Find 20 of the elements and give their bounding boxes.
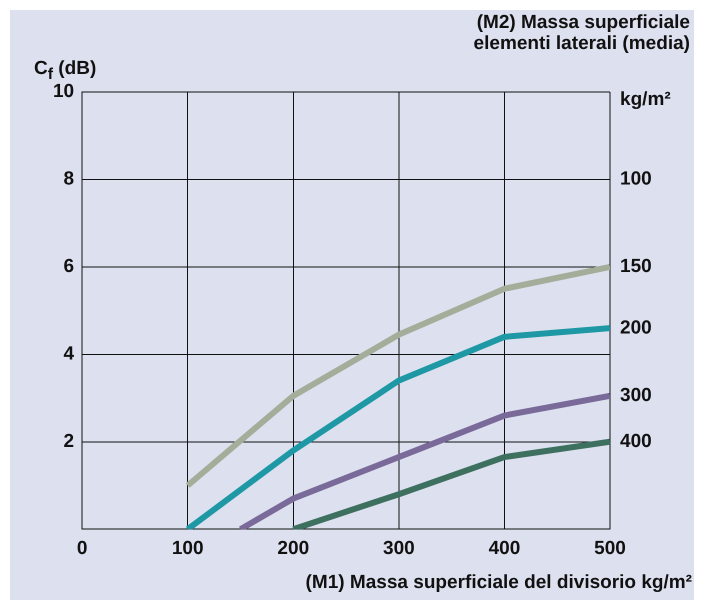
y-tick-label: 6 — [64, 256, 74, 278]
series-label: 400 — [620, 430, 652, 452]
x-axis-title: (M1) Massa superficiale del divisorio kg/m² — [306, 572, 692, 594]
series-label: 300 — [620, 385, 652, 406]
series-label: 200 — [620, 317, 652, 338]
x-tick-label: 200 — [277, 538, 310, 559]
y-tick-label: 8 — [64, 168, 74, 190]
x-tick-label: 0 — [76, 538, 88, 559]
x-tick-label: 400 — [488, 538, 520, 559]
text: kg/m² — [620, 89, 671, 110]
text: 100 — [620, 168, 652, 190]
y-axis-title: C$_{f}$ (dB) — [34, 58, 96, 83]
text: (M2) Massa superficiale elementi laterali (media) — [472, 12, 690, 54]
x-tick-label: 300 — [383, 538, 415, 559]
y-tick-label: 2 — [64, 430, 74, 452]
y-tick-label: 4 — [64, 344, 75, 365]
x-tick-label: 100 — [172, 538, 204, 559]
x-tick-label: 500 — [594, 538, 626, 559]
series-label: 150 — [620, 256, 652, 278]
y-tick-label: 10 — [52, 81, 74, 102]
